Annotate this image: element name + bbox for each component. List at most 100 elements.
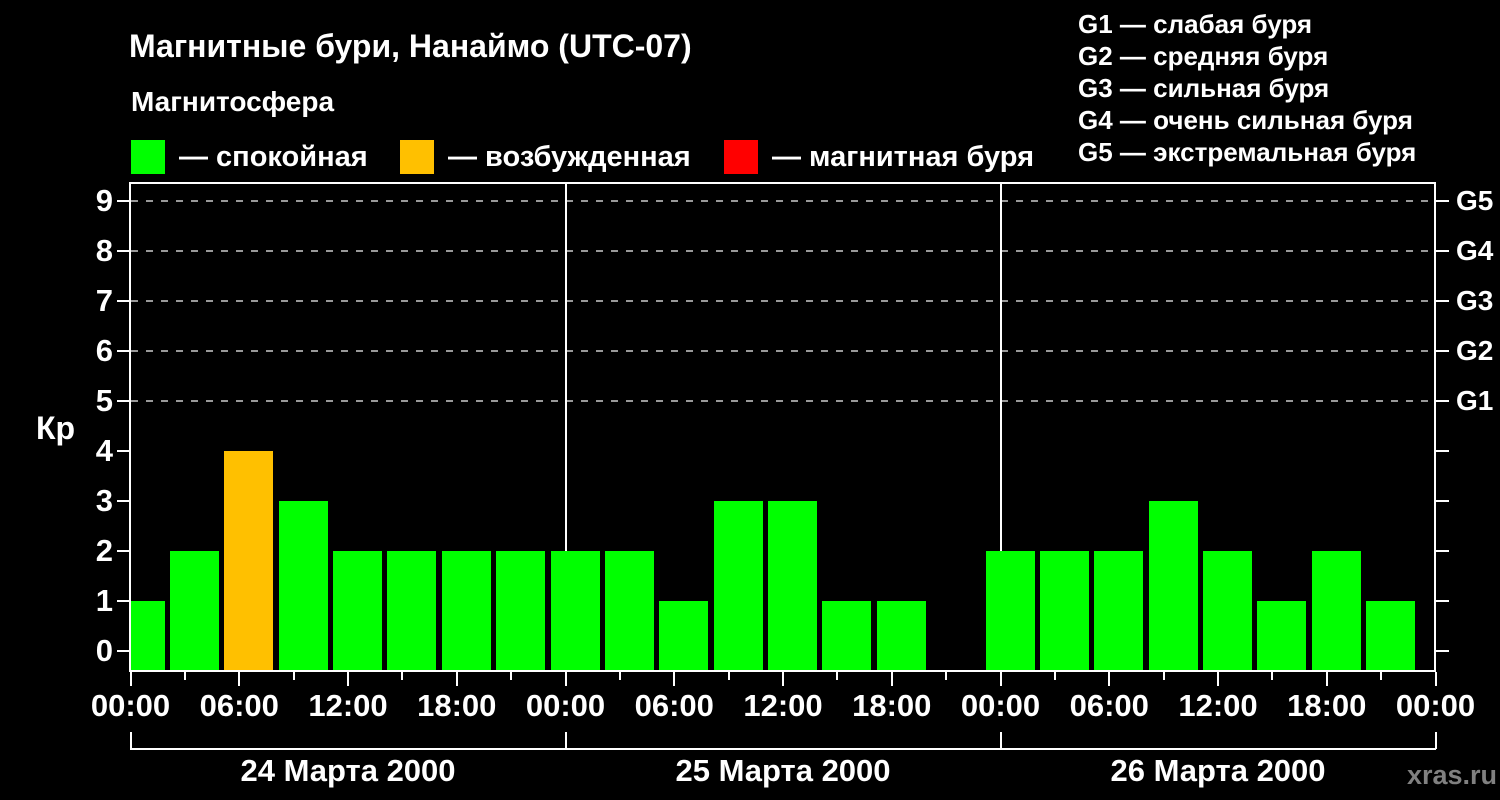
- x-axis-major-tick: [999, 672, 1002, 686]
- kp-bar: [1366, 601, 1416, 670]
- date-bracket-line: [130, 748, 1436, 750]
- y-axis-tick: [117, 300, 130, 302]
- date-bracket-tick: [129, 732, 132, 749]
- x-axis-time-label: 06:00: [1069, 688, 1149, 723]
- y-axis-tick: [117, 400, 130, 402]
- x-axis-minor-tick: [510, 672, 513, 680]
- kp-bar: [169, 551, 219, 670]
- x-axis-minor-tick: [1271, 672, 1274, 680]
- quiet-color-swatch: [131, 140, 165, 174]
- kp-bar: [224, 451, 274, 670]
- x-axis-major-tick: [129, 672, 132, 686]
- right-axis-tick: [1436, 350, 1449, 352]
- y-axis-label: 6: [95, 333, 113, 368]
- kp-bar: [1257, 601, 1307, 670]
- y-axis-label: 7: [95, 283, 113, 318]
- date-label: 26 Марта 2000: [1110, 753, 1326, 788]
- x-axis-time-label: 00:00: [960, 688, 1041, 723]
- kp-bar: [1203, 551, 1252, 670]
- kp-bar: [387, 551, 437, 670]
- x-axis-time-label: 12:00: [308, 688, 388, 723]
- right-axis-tick: [1436, 500, 1449, 502]
- date-bracket-tick: [564, 732, 567, 749]
- x-axis-time-label: 18:00: [417, 688, 497, 723]
- x-axis-time-label: 06:00: [199, 688, 279, 723]
- chart-title: Магнитные бури, Нанаймо (UTC-07): [129, 28, 692, 64]
- kp-gridline-8: [131, 250, 1434, 252]
- kp-bar: [659, 601, 709, 670]
- x-axis-major-tick: [347, 672, 349, 686]
- excited-color-swatch: [400, 140, 434, 174]
- storm-scale-g1: G1 — слабая буря: [1078, 9, 1313, 39]
- x-axis-minor-tick: [618, 672, 621, 680]
- x-axis-minor-tick: [292, 672, 295, 680]
- g-scale-label-g2: G2: [1456, 335, 1494, 366]
- storm-scale-g3: G3 — сильная буря: [1078, 73, 1330, 103]
- x-axis-time-label: 12:00: [743, 688, 823, 723]
- y-axis-tick: [117, 350, 130, 352]
- kp-bar: [1148, 501, 1198, 670]
- x-axis-major-tick: [238, 672, 241, 686]
- x-axis-minor-tick: [727, 672, 730, 680]
- kp-bar: [496, 551, 546, 670]
- plot-area: [129, 182, 1436, 672]
- x-axis-time-label: 18:00: [852, 688, 932, 723]
- x-axis-time-label: 06:00: [634, 688, 714, 723]
- x-axis-major-tick: [782, 672, 784, 686]
- kp-bar: [1094, 551, 1144, 670]
- x-axis-major-tick: [1217, 672, 1219, 686]
- date-bracket-tick: [999, 732, 1002, 749]
- x-axis-major-tick: [1108, 672, 1111, 686]
- kp-bar: [441, 551, 491, 670]
- kp-bar: [604, 551, 654, 670]
- y-axis-tick: [117, 450, 130, 452]
- x-axis-time-label: 18:00: [1287, 688, 1367, 723]
- x-axis-time-label: 00:00: [525, 688, 606, 723]
- y-axis-title: Кр: [36, 410, 76, 446]
- y-axis-label: 0: [95, 633, 113, 668]
- storm-scale-g2: G2 — средняя буря: [1078, 41, 1329, 71]
- y-axis-label: 4: [95, 433, 113, 468]
- g-scale-label-g3: G3: [1456, 285, 1494, 316]
- g-scale-label-g5: G5: [1456, 185, 1494, 216]
- kp-bar: [550, 551, 600, 670]
- storm-scale-g5: G5 — экстремальная буря: [1078, 137, 1417, 167]
- y-axis-label: 5: [95, 383, 113, 418]
- x-axis-time-label: 00:00: [90, 688, 171, 723]
- storm-scale-g4: G4 — очень сильная буря: [1078, 105, 1413, 135]
- x-axis-major-tick: [890, 672, 893, 686]
- kp-gridline-9: [131, 200, 1434, 202]
- chart-subtitle: Магнитосфера: [131, 86, 335, 117]
- kp-bar: [876, 601, 926, 670]
- right-axis-tick: [1436, 200, 1449, 202]
- x-axis-minor-tick: [945, 672, 948, 680]
- legend-label-quiet: — спокойная: [179, 140, 368, 173]
- x-axis-major-tick: [564, 672, 567, 686]
- legend-item-excited: — возбужденная: [400, 139, 691, 175]
- x-axis-minor-tick: [1053, 672, 1056, 680]
- right-axis-tick: [1436, 300, 1449, 302]
- right-axis-tick: [1436, 450, 1449, 452]
- storm-color-swatch: [724, 140, 758, 174]
- legend-item-storm: — магнитная буря: [724, 139, 1034, 175]
- x-axis-minor-tick: [1162, 672, 1165, 680]
- date-bracket-tick: [1434, 732, 1437, 749]
- kp-bar: [131, 601, 165, 670]
- right-axis-tick: [1436, 550, 1449, 552]
- y-axis-tick: [117, 600, 130, 602]
- x-axis-major-tick: [1325, 672, 1328, 686]
- date-label: 25 Марта 2000: [675, 753, 891, 788]
- y-axis-tick: [117, 650, 130, 652]
- date-label: 24 Марта 2000: [240, 753, 456, 788]
- y-axis-label: 1: [95, 583, 113, 618]
- kp-bar: [713, 501, 763, 670]
- legend-item-quiet: — спокойная: [131, 139, 368, 175]
- kp-bar: [1311, 551, 1361, 670]
- kp-bar: [822, 601, 872, 670]
- right-axis-tick: [1436, 400, 1449, 402]
- y-axis-label: 3: [95, 483, 113, 518]
- x-axis-time-label: 00:00: [1395, 688, 1476, 723]
- kp-gridline-6: [131, 350, 1434, 352]
- kp-bar: [1039, 551, 1089, 670]
